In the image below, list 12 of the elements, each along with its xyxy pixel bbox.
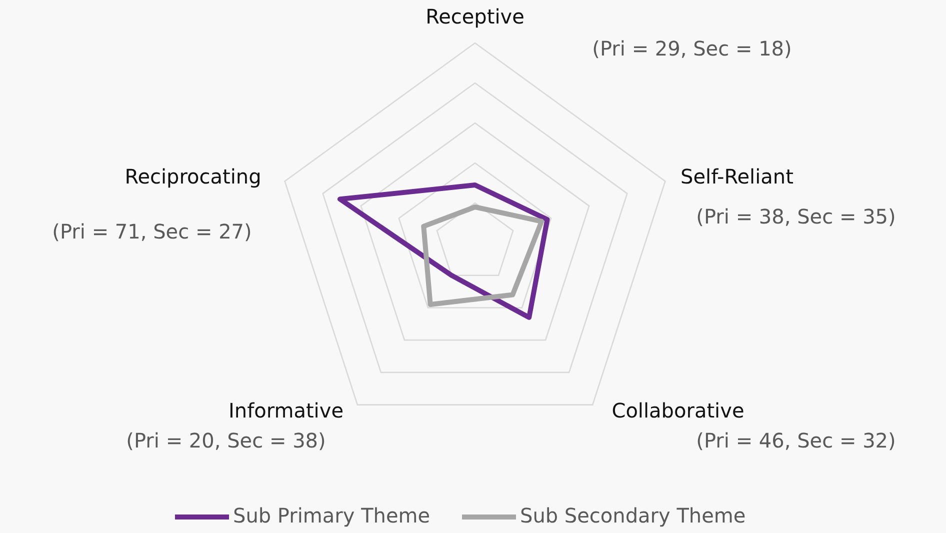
spoke-label: Informative xyxy=(228,398,344,422)
legend-label: Sub Primary Theme xyxy=(233,503,430,528)
spoke-label: Reciprocating xyxy=(124,164,262,188)
text: (Pri = 29, Sec = 18) xyxy=(592,36,792,60)
spoke-label: Receptive xyxy=(426,4,524,28)
legend-label: Sub Secondary Theme xyxy=(520,503,746,528)
text: (Pri = 20, Sec = 38) xyxy=(126,428,326,452)
text: (Pri = 38, Sec = 35) xyxy=(696,204,896,228)
spoke-label: Collaborative xyxy=(612,398,744,422)
text: (Pri = 46, Sec = 32) xyxy=(696,428,896,452)
text: (Pri = 71, Sec = 27) xyxy=(52,219,252,244)
spoke-label: Self-Reliant xyxy=(680,164,794,188)
